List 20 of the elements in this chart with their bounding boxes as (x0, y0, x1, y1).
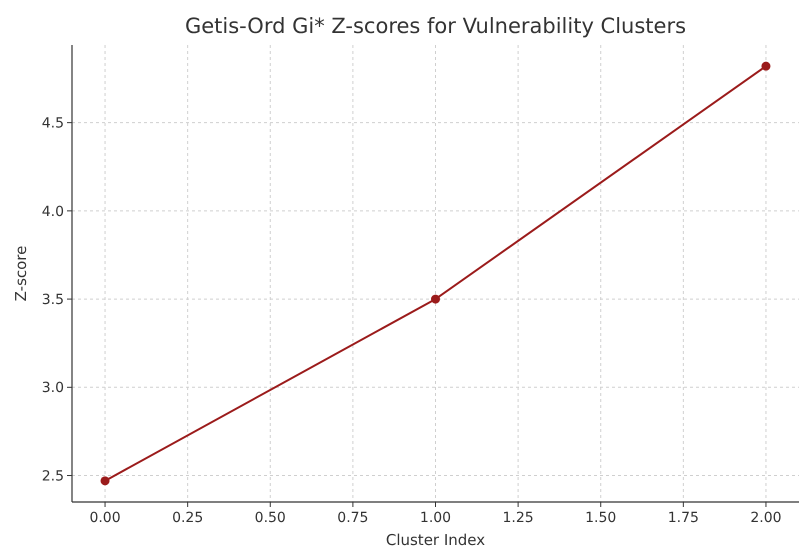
chart-title: Getis-Ord Gi* Z-scores for Vulnerability Clusters (184, 14, 686, 38)
y-tick-label: 3.5 (42, 292, 64, 308)
y-axis-title: Z-score (12, 246, 30, 302)
x-tick-label: 0.00 (89, 510, 121, 526)
x-tick-label: 1.00 (420, 510, 452, 526)
x-axis-title: Cluster Index (386, 531, 486, 549)
x-tick-label: 0.75 (337, 510, 368, 526)
y-tick-label: 3.0 (42, 380, 64, 396)
y-tick-label: 4.5 (42, 116, 64, 132)
y-tick-label: 4.0 (42, 204, 64, 220)
x-tick-label: 1.75 (668, 510, 699, 526)
x-tick-label: 0.25 (172, 510, 204, 526)
x-tick-label: 1.25 (502, 510, 534, 526)
x-tick-label: 2.00 (750, 510, 782, 526)
point (761, 62, 770, 71)
point (431, 294, 440, 304)
y-tick-label: 2.5 (42, 468, 64, 484)
x-tick-label: 0.50 (254, 510, 286, 526)
x-tick-label: 1.50 (585, 510, 616, 526)
point (100, 476, 110, 486)
